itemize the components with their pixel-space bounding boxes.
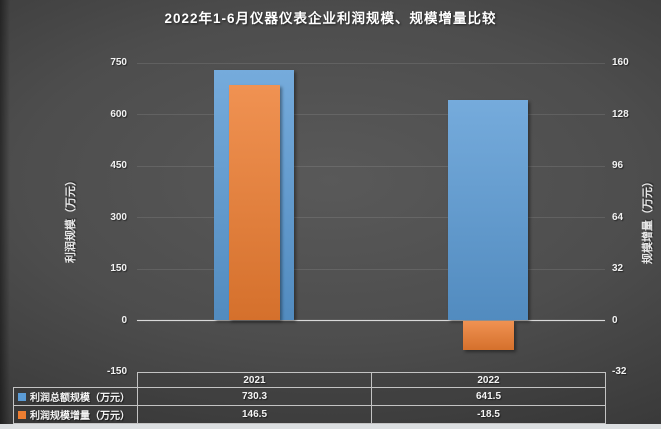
y-axis-tick-label-left: 0	[121, 314, 127, 326]
table-cell-value: 730.3	[137, 387, 372, 406]
legend-swatch	[18, 392, 26, 401]
y-axis-tick-label-left: 450	[110, 160, 127, 171]
y-axis-tick-label-right: 128	[612, 108, 629, 120]
legend-swatch	[18, 410, 26, 419]
table-cell-value: 146.5	[137, 405, 372, 424]
y-axis-tick-label-right: 64	[612, 211, 624, 223]
y-axis-tick-label-left: 150	[110, 263, 127, 274]
gridline	[137, 165, 605, 167]
table-row-label: 利润总额规模（万元）	[13, 387, 138, 406]
table-row-label: 利润规模增量（万元）	[13, 405, 138, 424]
legend-label: 利润总额规模（万元）	[30, 393, 130, 404]
bar-2022-series-0	[448, 100, 528, 321]
gridline	[137, 114, 605, 115]
legend-label: 利润规模增量（万元）	[30, 411, 130, 422]
y-axis-tick-label-left: 600	[110, 108, 127, 120]
y-axis-tick-label-left: 750	[110, 57, 127, 68]
y-axis-tick-label-left: -150	[106, 366, 127, 377]
gridline	[137, 62, 605, 64]
gridline	[137, 268, 605, 270]
y-axis-title-left: 利润规模（万元）	[65, 175, 77, 263]
y-axis-tick-label-left: 300	[110, 211, 127, 223]
table-year-header: 2021	[137, 372, 372, 388]
gridline	[137, 217, 605, 218]
bar-2021-series-1	[228, 84, 280, 321]
y-axis-tick-label-right: 0	[612, 314, 618, 326]
zero-line	[137, 320, 605, 321]
bar-2022-series-1	[462, 320, 514, 351]
table-cell-value: -18.5	[371, 405, 606, 424]
y-axis-tick-label-right: 32	[612, 263, 624, 274]
bottom-edge-strip	[0, 424, 661, 429]
y-axis-tick-label-right: -32	[612, 366, 627, 377]
chart-title: 2022年1-6月仪器仪表企业利润规模、规模增量比较	[164, 11, 497, 26]
table-cell-value: 641.5	[371, 387, 606, 406]
y-axis-tick-label-right: 160	[612, 57, 629, 68]
y-axis-tick-label-right: 96	[612, 160, 624, 171]
table-year-header: 2022	[371, 372, 606, 388]
